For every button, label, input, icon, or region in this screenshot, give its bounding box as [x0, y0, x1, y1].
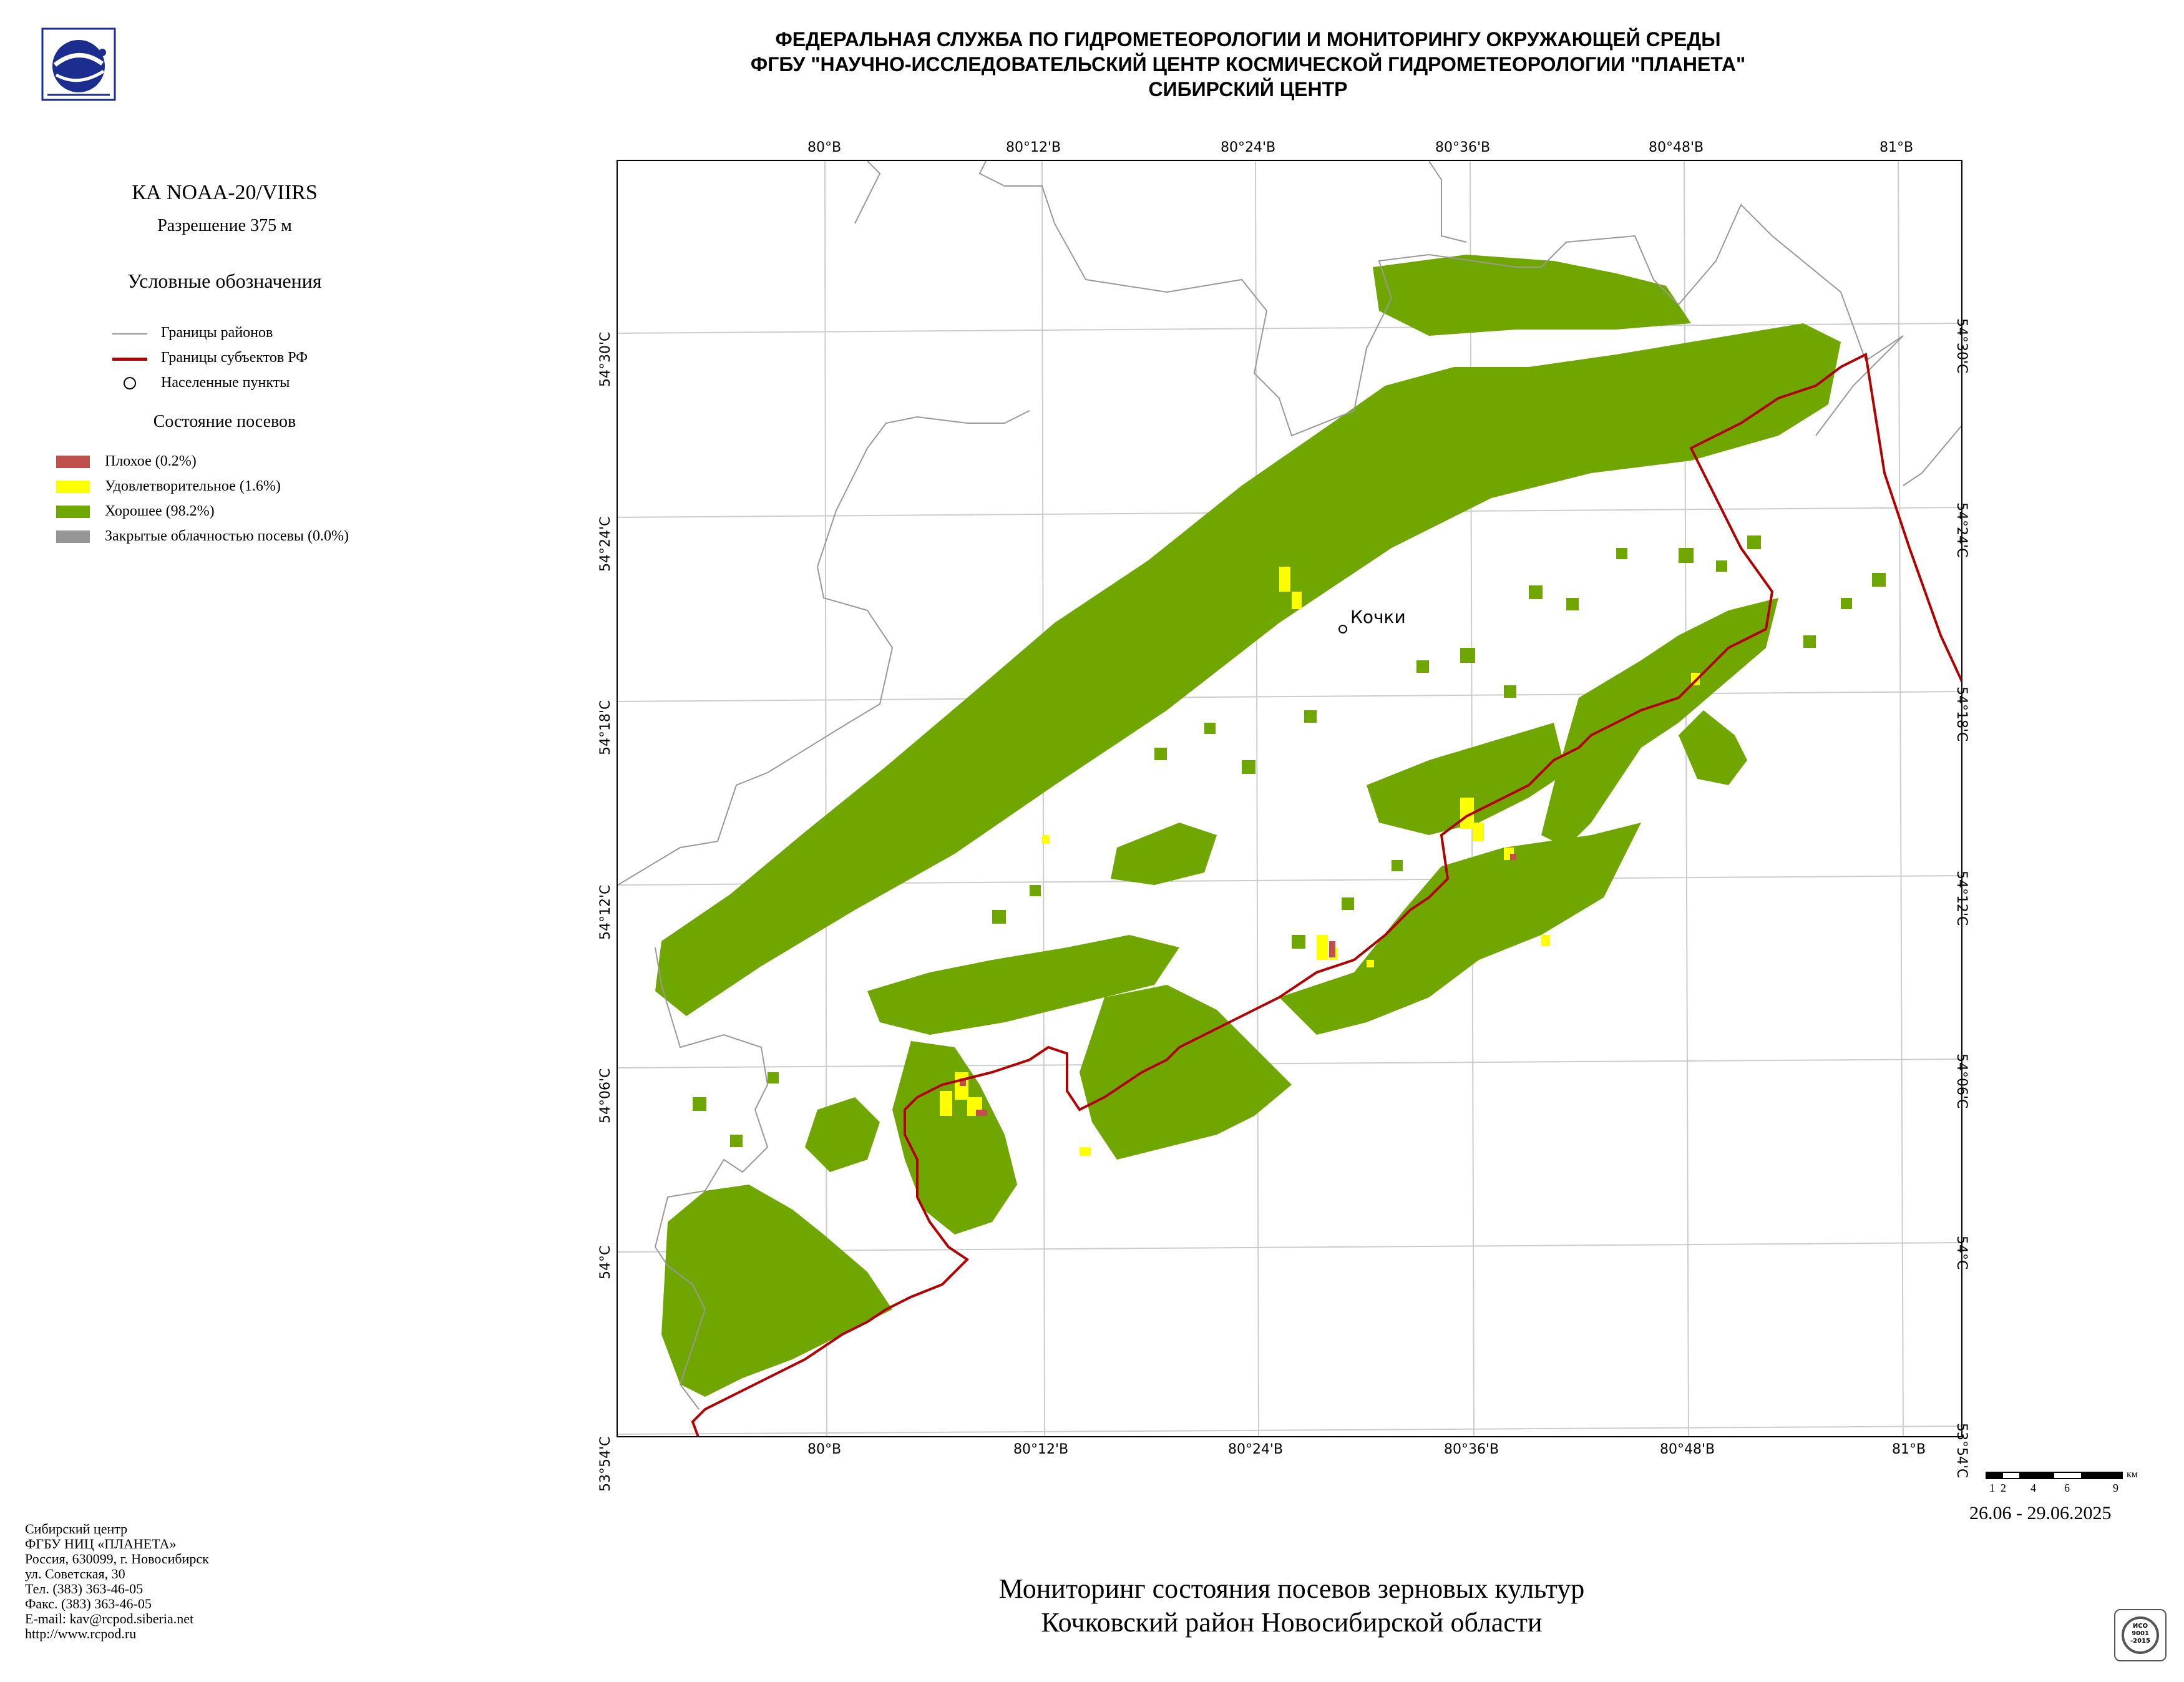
left-tick-2: 54°18'С — [598, 700, 613, 755]
org-info: Сибирский центр ФГБУ НИЦ «ПЛАНЕТА» Росси… — [25, 1522, 209, 1641]
org-line-6: E-mail: kav@rcpod.siberia.net — [25, 1611, 194, 1626]
swatch-cloud — [56, 531, 90, 543]
org-line-2: Россия, 630099, г. Новосибирск — [25, 1551, 209, 1567]
swatch-satisfactory — [56, 481, 90, 493]
legend-region-label: Границы субъектов РФ — [161, 350, 308, 366]
iso-label-1: ИСО — [2132, 1623, 2148, 1630]
left-tick-0: 54°30'С — [598, 331, 613, 387]
right-tick-2: 54°18'С — [1954, 687, 1969, 742]
bottom-tick-0: 80°В — [807, 1442, 842, 1457]
settlement-kochki-marker — [1338, 625, 1347, 633]
legend-good-label: Хорошее (98.2%) — [105, 503, 215, 519]
map-canvas: Кочки — [618, 161, 1961, 1436]
top-tick-3: 80°36'В — [1435, 140, 1491, 155]
scale-label-4: 4 — [2030, 1482, 2036, 1494]
swatch-good — [56, 506, 90, 518]
right-tick-5: 54°С — [1954, 1236, 1969, 1270]
left-tick-3: 54°12'С — [598, 884, 613, 940]
legend-district-label: Границы районов — [161, 325, 273, 341]
legend-title: Условные обозначения — [127, 270, 322, 292]
left-tick-6: 53°54'С — [598, 1436, 613, 1492]
header-line-3: СИБИРСКИЙ ЦЕНТР — [1148, 78, 1348, 100]
bottom-tick-5: 81°В — [1892, 1442, 1926, 1457]
left-tick-1: 54°24'С — [598, 516, 613, 572]
planeta-logo — [41, 27, 116, 101]
header-line-1: ФЕДЕРАЛЬНАЯ СЛУЖБА ПО ГИДРОМЕТЕОРОЛОГИИ … — [775, 28, 1721, 51]
iso-label-2: 9001 — [2132, 1630, 2149, 1637]
swatch-poor — [56, 456, 90, 468]
date-range: 26.06 - 29.06.2025 — [1969, 1503, 2112, 1523]
resolution-label: Разрешение 375 м — [157, 216, 292, 235]
bottom-tick-4: 80°48'В — [1660, 1442, 1715, 1457]
top-tick-1: 80°12'В — [1006, 140, 1061, 155]
org-line-7: http://www.rcpod.ru — [25, 1626, 137, 1641]
org-line-0: Сибирский центр — [25, 1521, 128, 1537]
legend-district-line — [112, 333, 147, 335]
right-tick-3: 54°12'С — [1954, 871, 1969, 926]
right-tick-1: 54°24'С — [1954, 502, 1969, 558]
map-frame: Кочки — [617, 160, 1962, 1437]
left-tick-4: 54°06'С — [598, 1068, 613, 1123]
scale-label-6: 6 — [2064, 1482, 2070, 1494]
settlement-marker-icon — [124, 377, 136, 389]
crops-good — [655, 255, 1841, 1397]
scale-bar — [1986, 1472, 2123, 1479]
scale-label-1: 1 — [1989, 1482, 1995, 1494]
top-tick-0: 80°В — [807, 140, 842, 155]
settlement-kochki-label: Кочки — [1350, 607, 1406, 627]
org-line-1: ФГБУ НИЦ «ПЛАНЕТА» — [25, 1536, 177, 1552]
legend-region-line — [112, 358, 147, 361]
iso-label-3: -2015 — [2130, 1638, 2150, 1645]
scale-unit: км — [2127, 1469, 2138, 1480]
bottom-tick-3: 80°36'В — [1444, 1442, 1499, 1457]
bottom-tick-1: 80°12'В — [1013, 1442, 1069, 1457]
top-tick-5: 81°В — [1879, 140, 1914, 155]
district-boundaries — [618, 161, 1961, 1410]
right-tick-0: 54°30'С — [1954, 318, 1969, 374]
scale-label-2: 2 — [2001, 1482, 2006, 1494]
org-line-5: Факс. (383) 363-46-05 — [25, 1596, 152, 1611]
top-tick-2: 80°24'В — [1221, 140, 1276, 155]
crops-poor — [960, 854, 1516, 1116]
bottom-tick-2: 80°24'В — [1228, 1442, 1284, 1457]
legend-satisfactory-label: Удовлетворительное (1.6%) — [105, 478, 281, 494]
header-line-2: ФГБУ "НАУЧНО-ИССЛЕДОВАТЕЛЬСКИЙ ЦЕНТР КОС… — [750, 53, 1746, 76]
left-tick-5: 54°С — [598, 1245, 613, 1279]
iso-certification-badge: ИСО 9001 -2015 — [2114, 1609, 2167, 1661]
scale-label-9: 9 — [2113, 1482, 2118, 1494]
satellite-label: КА NOAA-20/VIIRS — [132, 181, 318, 204]
org-line-3: ул. Советская, 30 — [25, 1566, 125, 1582]
crop-legend-title: Состояние посевов — [153, 412, 296, 431]
legend-cloud-label: Закрытые облачностью посевы (0.0%) — [105, 528, 349, 544]
legend-poor-label: Плохое (0.2%) — [105, 453, 197, 469]
region-boundary — [691, 352, 1961, 1436]
right-tick-4: 54°06'С — [1954, 1054, 1969, 1109]
crops-scatter — [693, 535, 1886, 1147]
top-tick-4: 80°48'В — [1649, 140, 1704, 155]
footer-title-2: Кочковский район Новосибирской области — [1041, 1607, 1543, 1638]
org-line-4: Тел. (383) 363-46-05 — [25, 1581, 144, 1596]
footer-title-1: Мониторинг состояния посевов зерновых ку… — [998, 1573, 1585, 1604]
legend-settlement-label: Населенные пункты — [161, 374, 290, 391]
right-tick-6: 53°54'С — [1954, 1423, 1969, 1479]
